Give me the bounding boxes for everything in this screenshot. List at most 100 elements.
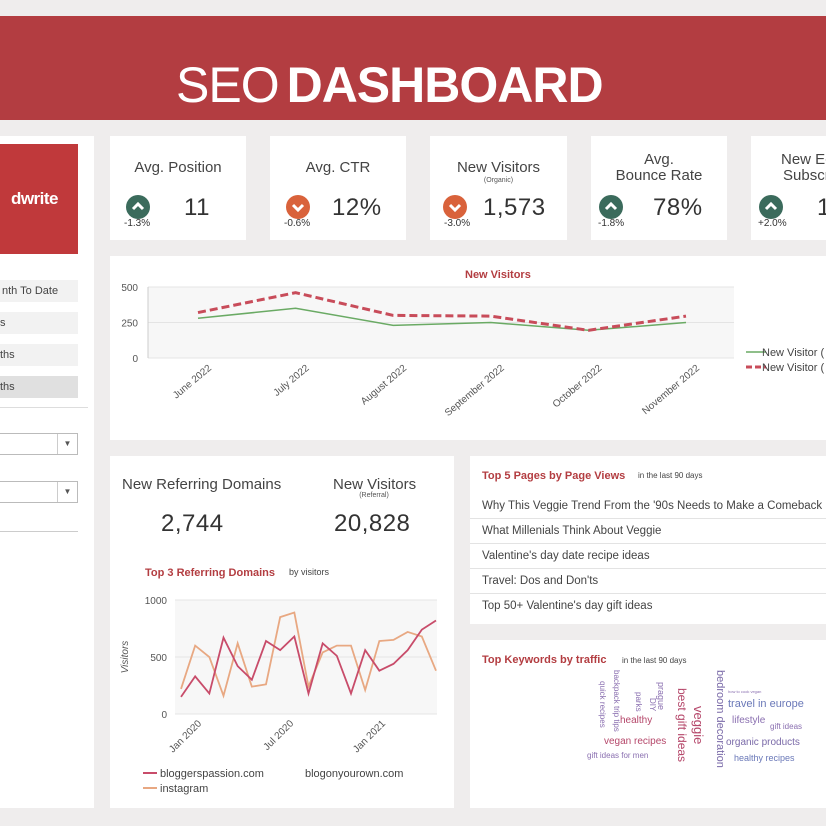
y-axis-label: Visitors — [120, 641, 131, 674]
kpi-avg-ctr: Avg. CTR -0.6% 12% — [270, 136, 406, 240]
kpi-avg-bounce-rate: Avg. Bounce Rate -1.8% 78% — [591, 136, 727, 240]
top-keywords-subtitle: in the last 90 days — [622, 656, 687, 665]
chevron-down-icon — [443, 195, 467, 219]
new-visitors-chart: 0 250 500 June 2022 July 2022 August 2022 Sept… — [121, 283, 824, 419]
x-tick-label: Jul 2020 — [262, 718, 297, 753]
top-page-row[interactable]: Travel: Dos and Don'ts — [470, 569, 826, 594]
keyword-word[interactable]: healthy recipes — [734, 753, 795, 763]
kpi-subtitle: (Organic) — [483, 177, 514, 184]
top-keywords-title: Top Keywords by traffic — [482, 654, 607, 666]
company-logo: dwrite — [0, 144, 78, 254]
legend-label: New Visitor ( — [762, 362, 824, 374]
series-line-1 — [197, 291, 687, 332]
kpi-delta: +2.0% — [758, 218, 787, 229]
kpi-title-line2: Subscr — [783, 167, 826, 184]
x-tick-label: November 2022 — [640, 363, 702, 417]
kpi-value: 11 — [184, 194, 210, 221]
keyword-word[interactable]: vegan recipes — [604, 736, 667, 747]
keyword-word[interactable]: gift ideas for men — [587, 751, 649, 760]
kpi-delta: -0.6% — [284, 218, 311, 229]
x-tick-label: September 2022 — [443, 363, 507, 419]
keyword-word[interactable]: quick recipes — [598, 681, 607, 728]
keyword-word[interactable]: backpack trip tips — [612, 670, 621, 732]
period-month-to-date-button[interactable]: nth To Date — [0, 280, 78, 302]
referring-domains-chart: 0 500 1000 Visitors Jan 2020 Jul 2020 Jan 2021… — [120, 596, 437, 795]
keyword-word[interactable]: organic products — [726, 737, 800, 748]
kpi-title: Avg. Position — [134, 159, 222, 176]
kpi-title: Avg. CTR — [305, 159, 371, 176]
keyword-word[interactable]: prague — [656, 682, 666, 711]
y-tick-label: 500 — [121, 283, 138, 294]
keyword-word[interactable]: DIY — [648, 698, 657, 712]
filter-dropdown-2[interactable]: ▼ — [0, 481, 78, 503]
keyword-word[interactable]: lifestyle — [732, 715, 766, 726]
top-pages-subtitle: in the last 90 days — [638, 471, 703, 480]
keyword-word[interactable]: parks — [634, 692, 643, 712]
chevron-down-icon: ▼ — [57, 434, 77, 454]
x-tick-label: October 2022 — [551, 363, 605, 411]
header-banner: SEO DASHBOARD — [0, 16, 826, 120]
kpi-delta: -1.3% — [124, 218, 151, 229]
kpi-new-email-subscribers: New E- Subscr +2.0% 1 — [751, 136, 826, 240]
chart-subtitle: by visitors — [289, 567, 330, 577]
x-tick-label: June 2022 — [171, 363, 214, 402]
top-page-row[interactable]: Why This Veggie Trend From the '90s Need… — [470, 494, 826, 519]
y-tick-label: 0 — [161, 710, 167, 721]
y-tick-label: 0 — [132, 354, 138, 365]
legend-label: New Visitor ( — [762, 347, 824, 359]
keyword-word[interactable]: travel in europe — [728, 698, 804, 710]
referral-panel: New Referring Domains 2,744 New Visitors… — [110, 456, 454, 808]
filter-dropdown-1[interactable]: ▼ — [0, 433, 78, 455]
kpi-value: 1,573 — [483, 194, 546, 221]
kpi-title-line2: Bounce Rate — [615, 167, 703, 184]
top-page-row[interactable]: Valentine's day date recipe ideas — [470, 544, 826, 569]
referring-domains-label: New Referring Domains — [122, 476, 282, 493]
sidebar-divider — [0, 531, 78, 532]
kpi-value: 1 — [817, 194, 826, 221]
chart-title: Top 3 Referring Domains — [145, 567, 275, 579]
x-tick-label: July 2022 — [272, 363, 312, 399]
chevron-down-icon — [286, 195, 310, 219]
x-tick-label: Jan 2020 — [167, 718, 204, 755]
series-line-0 — [180, 611, 437, 699]
chevron-up-icon — [599, 195, 623, 219]
referral-visitors-subtitle: (Referral) — [359, 492, 389, 499]
y-tick-label: 500 — [150, 653, 167, 664]
keyword-word[interactable]: bedroom decoration — [714, 670, 726, 768]
top-pages-panel: Top 5 Pages by Page Views in the last 90… — [470, 456, 826, 624]
y-tick-label: 1000 — [145, 596, 168, 607]
keyword-word[interactable]: veggie — [691, 706, 706, 745]
period-button-4[interactable]: ths — [0, 376, 78, 398]
chevron-up-icon — [126, 195, 150, 219]
x-tick-label: Jan 2021 — [351, 718, 388, 755]
kpi-value: 12% — [332, 194, 382, 221]
new-visitors-chart-panel: New Visitors 0 250 500 June 2022 July 2022 Au… — [110, 256, 826, 440]
kpi-avg-position: Avg. Position -1.3% 11 — [110, 136, 246, 240]
legend-label: instagram — [160, 783, 208, 795]
page-title: SEO DASHBOARD — [176, 57, 604, 113]
sidebar: dwrite nth To Date s ths ths ▼ ▼ — [0, 136, 94, 808]
keyword-word[interactable]: gift ideas — [770, 722, 803, 731]
kpi-delta: -3.0% — [444, 218, 471, 229]
x-tick-label: August 2022 — [359, 363, 409, 408]
keyword-word[interactable]: how to cook vegan — [728, 689, 762, 694]
top-page-row[interactable]: What Millenials Think About Veggie — [470, 519, 826, 544]
keyword-word[interactable]: best gift ideas — [675, 688, 689, 763]
series-line-1 — [180, 619, 437, 698]
kpi-title: New Visitors — [456, 159, 541, 176]
top-page-row[interactable]: Top 50+ Valentine's day gift ideas — [482, 600, 653, 612]
kpi-title-line1: New E- — [781, 151, 826, 168]
referring-domains-value: 2,744 — [161, 510, 224, 537]
period-button-2[interactable]: s — [0, 312, 78, 334]
sidebar-divider — [0, 407, 88, 408]
chart-title: New Visitors — [465, 269, 531, 281]
y-tick-label: 250 — [121, 319, 138, 330]
keyword-word[interactable]: healthy — [620, 715, 653, 726]
legend-label: bloggerspassion.com — [160, 768, 264, 780]
period-button-3[interactable]: ths — [0, 344, 78, 366]
referral-visitors-label: New Visitors — [333, 476, 417, 493]
kpi-new-visitors-organic: New Visitors (Organic) -3.0% 1,573 — [430, 136, 567, 240]
kpi-value: 78% — [653, 194, 703, 221]
legend-label: blogonyourown.com — [305, 768, 403, 780]
top-pages-title: Top 5 Pages by Page Views — [482, 470, 626, 482]
